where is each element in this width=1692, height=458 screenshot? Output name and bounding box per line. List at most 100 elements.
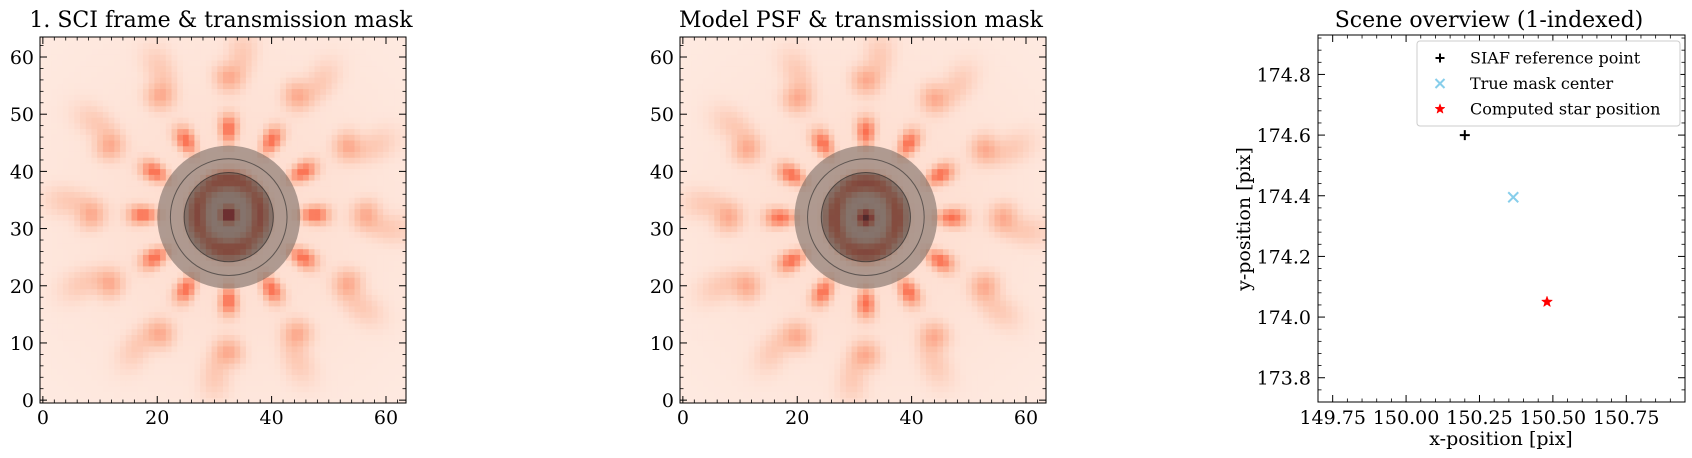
heatmap-pixel (805, 380, 813, 387)
heatmap-pixel (365, 220, 373, 227)
heatmap-pixel (988, 362, 996, 370)
heatmap-pixel (62, 305, 70, 313)
heatmap-pixel (62, 65, 70, 72)
heatmap-pixel (228, 391, 236, 398)
heatmap-pixel (182, 300, 190, 307)
heatmap-pixel (394, 117, 401, 124)
heatmap-pixel (137, 271, 144, 278)
heatmap-pixel (285, 300, 293, 307)
heatmap-pixel (211, 294, 218, 301)
heatmap-pixel (280, 128, 287, 135)
heatmap-pixel (805, 357, 813, 364)
heatmap-pixel (62, 59, 70, 67)
heatmap-pixel (297, 397, 304, 404)
heatmap-pixel (320, 105, 327, 112)
heatmap-pixel (142, 59, 150, 67)
heatmap-pixel (80, 168, 87, 175)
heatmap-pixel (257, 48, 264, 55)
heatmap-pixel (80, 311, 87, 318)
heatmap-pixel (280, 282, 287, 290)
heatmap-pixel (80, 197, 87, 204)
heatmap-pixel (40, 174, 47, 181)
heatmap-pixel (251, 145, 258, 152)
heatmap-pixel (777, 334, 784, 341)
heatmap-pixel (314, 59, 321, 67)
heatmap-pixel (280, 105, 287, 112)
heatmap-pixel (245, 65, 253, 72)
heatmap-pixel (160, 311, 167, 318)
heatmap-pixel (263, 37, 270, 44)
heatmap-pixel (51, 362, 58, 370)
heatmap-pixel (371, 111, 379, 118)
heatmap-pixel (257, 362, 264, 370)
heatmap-pixel (360, 111, 367, 118)
heatmap-pixel (383, 294, 390, 301)
heatmap-pixel (165, 99, 173, 107)
heatmap-pixel (211, 99, 218, 107)
heatmap-pixel (51, 88, 58, 95)
heatmap-pixel (371, 162, 379, 170)
heatmap-pixel (371, 265, 379, 273)
heatmap-pixel (868, 391, 876, 398)
heatmap-pixel (228, 48, 236, 55)
heatmap-pixel (337, 380, 344, 387)
heatmap-pixel (348, 260, 356, 267)
heatmap-pixel (394, 322, 401, 330)
heatmap-pixel (394, 237, 401, 244)
heatmap-pixel (394, 231, 401, 238)
heatmap-pixel (365, 197, 373, 204)
heatmap-pixel (371, 77, 379, 84)
heatmap-pixel (263, 282, 270, 290)
heatmap-pixel (108, 340, 115, 347)
heatmap-pixel (228, 122, 236, 130)
heatmap-pixel (348, 362, 356, 370)
heatmap-pixel (394, 288, 401, 295)
heatmap-pixel (811, 380, 818, 387)
heatmap-pixel (742, 357, 750, 364)
heatmap-pixel (194, 397, 201, 404)
heatmap-pixel (903, 368, 910, 376)
heatmap-pixel (194, 145, 201, 152)
heatmap-pixel (257, 368, 264, 376)
heatmap-pixel (371, 282, 379, 290)
heatmap-pixel (114, 334, 121, 341)
heatmap-pixel (880, 391, 887, 398)
heatmap-pixel (817, 345, 824, 353)
heatmap-pixel (343, 225, 350, 233)
heatmap-pixel (40, 71, 47, 78)
heatmap-pixel (171, 77, 178, 84)
heatmap-pixel (194, 300, 201, 307)
heatmap-pixel (57, 48, 64, 55)
heatmap-pixel (371, 300, 379, 307)
heatmap-pixel (188, 305, 196, 313)
heatmap-pixel (217, 380, 224, 387)
heatmap-pixel (97, 300, 104, 307)
heatmap-pixel (182, 139, 190, 147)
heatmap-pixel (188, 351, 196, 358)
heatmap-pixel (137, 220, 144, 227)
heatmap-pixel (377, 174, 384, 181)
heatmap-pixel (74, 174, 81, 181)
heatmap-pixel (388, 248, 396, 255)
heatmap-pixel (354, 139, 361, 147)
heatmap-pixel (931, 385, 938, 393)
heatmap-pixel (80, 134, 87, 141)
heatmap-pixel (165, 48, 173, 55)
heatmap-pixel (360, 322, 367, 330)
transmission-mask-sci (157, 145, 301, 289)
heatmap-pixel (1011, 385, 1019, 393)
heatmap-pixel (74, 168, 81, 175)
heatmap-pixel (788, 351, 795, 358)
heatmap-pixel (182, 134, 190, 141)
heatmap-pixel (994, 391, 1001, 398)
heatmap-pixel (45, 191, 53, 198)
heatmap-pixel (297, 334, 304, 341)
heatmap-pixel (137, 174, 144, 181)
heatmap-pixel (268, 340, 276, 347)
heatmap-pixel (85, 208, 93, 215)
heatmap-pixel (394, 145, 401, 152)
heatmap-pixel (211, 117, 218, 124)
heatmap-pixel (314, 117, 321, 124)
heatmap-pixel (177, 305, 184, 313)
heatmap-pixel (194, 88, 201, 95)
